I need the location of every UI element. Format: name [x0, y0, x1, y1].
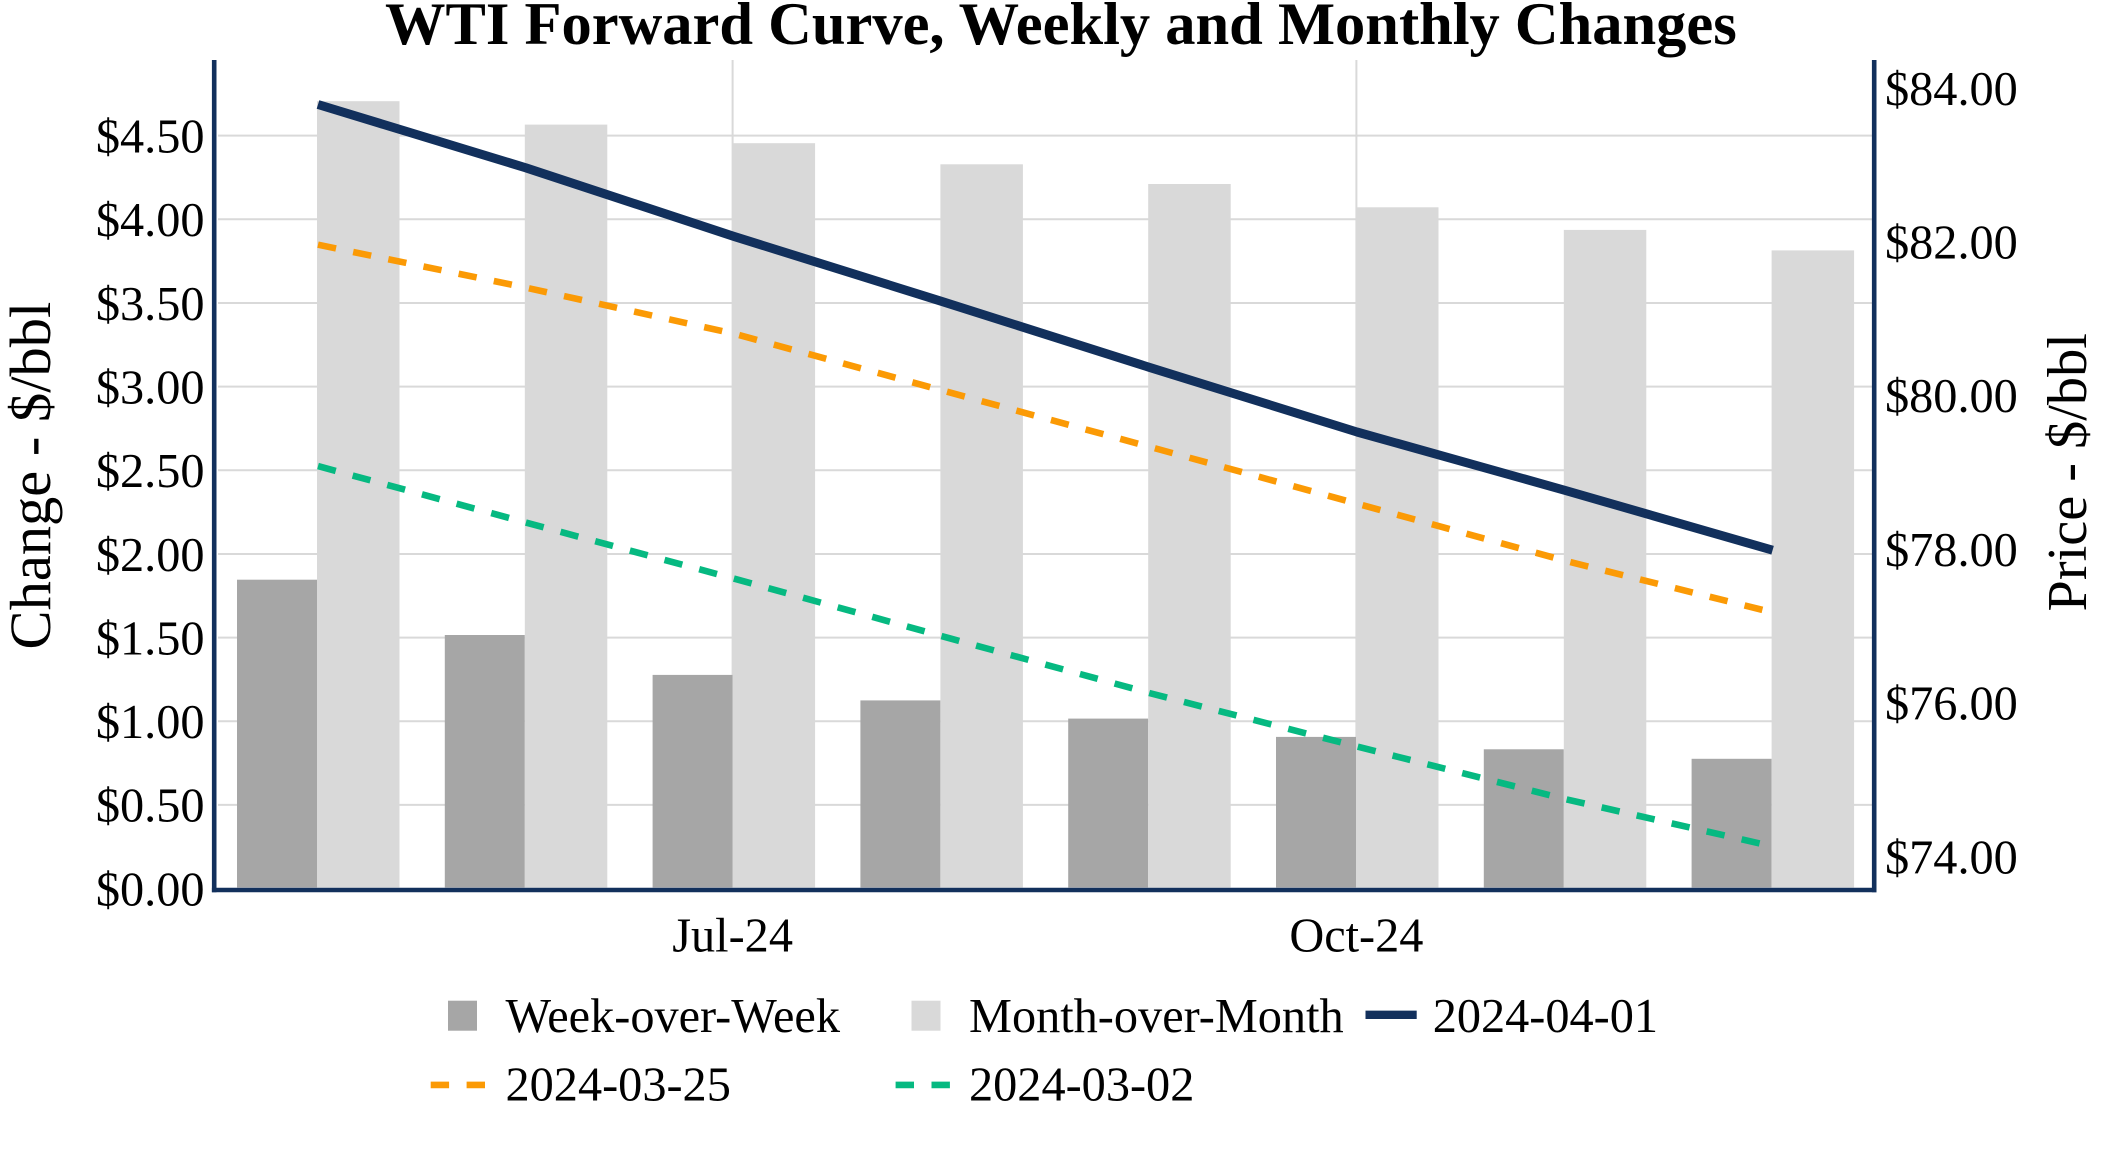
svg-text:$0.50: $0.50: [96, 780, 205, 833]
svg-text:$2.00: $2.00: [96, 529, 205, 582]
svg-text:Oct-24: Oct-24: [1289, 910, 1423, 963]
svg-text:$82.00: $82.00: [1885, 217, 2018, 270]
svg-text:$1.00: $1.00: [96, 696, 205, 749]
svg-text:Month-over-Month: Month-over-Month: [969, 990, 1344, 1043]
svg-text:$80.00: $80.00: [1885, 370, 2018, 423]
svg-text:Change - $/bbl: Change - $/bbl: [0, 302, 63, 650]
svg-text:Week-over-Week: Week-over-Week: [506, 990, 841, 1043]
svg-text:$76.00: $76.00: [1885, 678, 2018, 731]
svg-text:$0.00: $0.00: [96, 863, 205, 916]
svg-text:2024-03-02: 2024-03-02: [969, 1059, 1194, 1112]
svg-text:Price - $/bbl: Price - $/bbl: [2037, 333, 2099, 611]
svg-text:$3.50: $3.50: [96, 278, 205, 331]
svg-text:2024-03-25: 2024-03-25: [506, 1059, 731, 1112]
svg-text:$4.00: $4.00: [96, 194, 205, 247]
svg-text:$1.50: $1.50: [96, 612, 205, 665]
svg-text:$78.00: $78.00: [1885, 524, 2018, 577]
svg-text:$74.00: $74.00: [1885, 831, 2018, 884]
svg-text:$2.50: $2.50: [96, 445, 205, 498]
svg-text:$3.00: $3.00: [96, 361, 205, 414]
svg-text:Jul-24: Jul-24: [672, 910, 793, 963]
svg-text:$4.50: $4.50: [96, 110, 205, 163]
svg-text:$84.00: $84.00: [1885, 63, 2018, 116]
svg-text:WTI Forward Curve, Weekly and: WTI Forward Curve, Weekly and Monthly Ch…: [385, 0, 1737, 58]
svg-text:2024-04-01: 2024-04-01: [1433, 990, 1658, 1043]
